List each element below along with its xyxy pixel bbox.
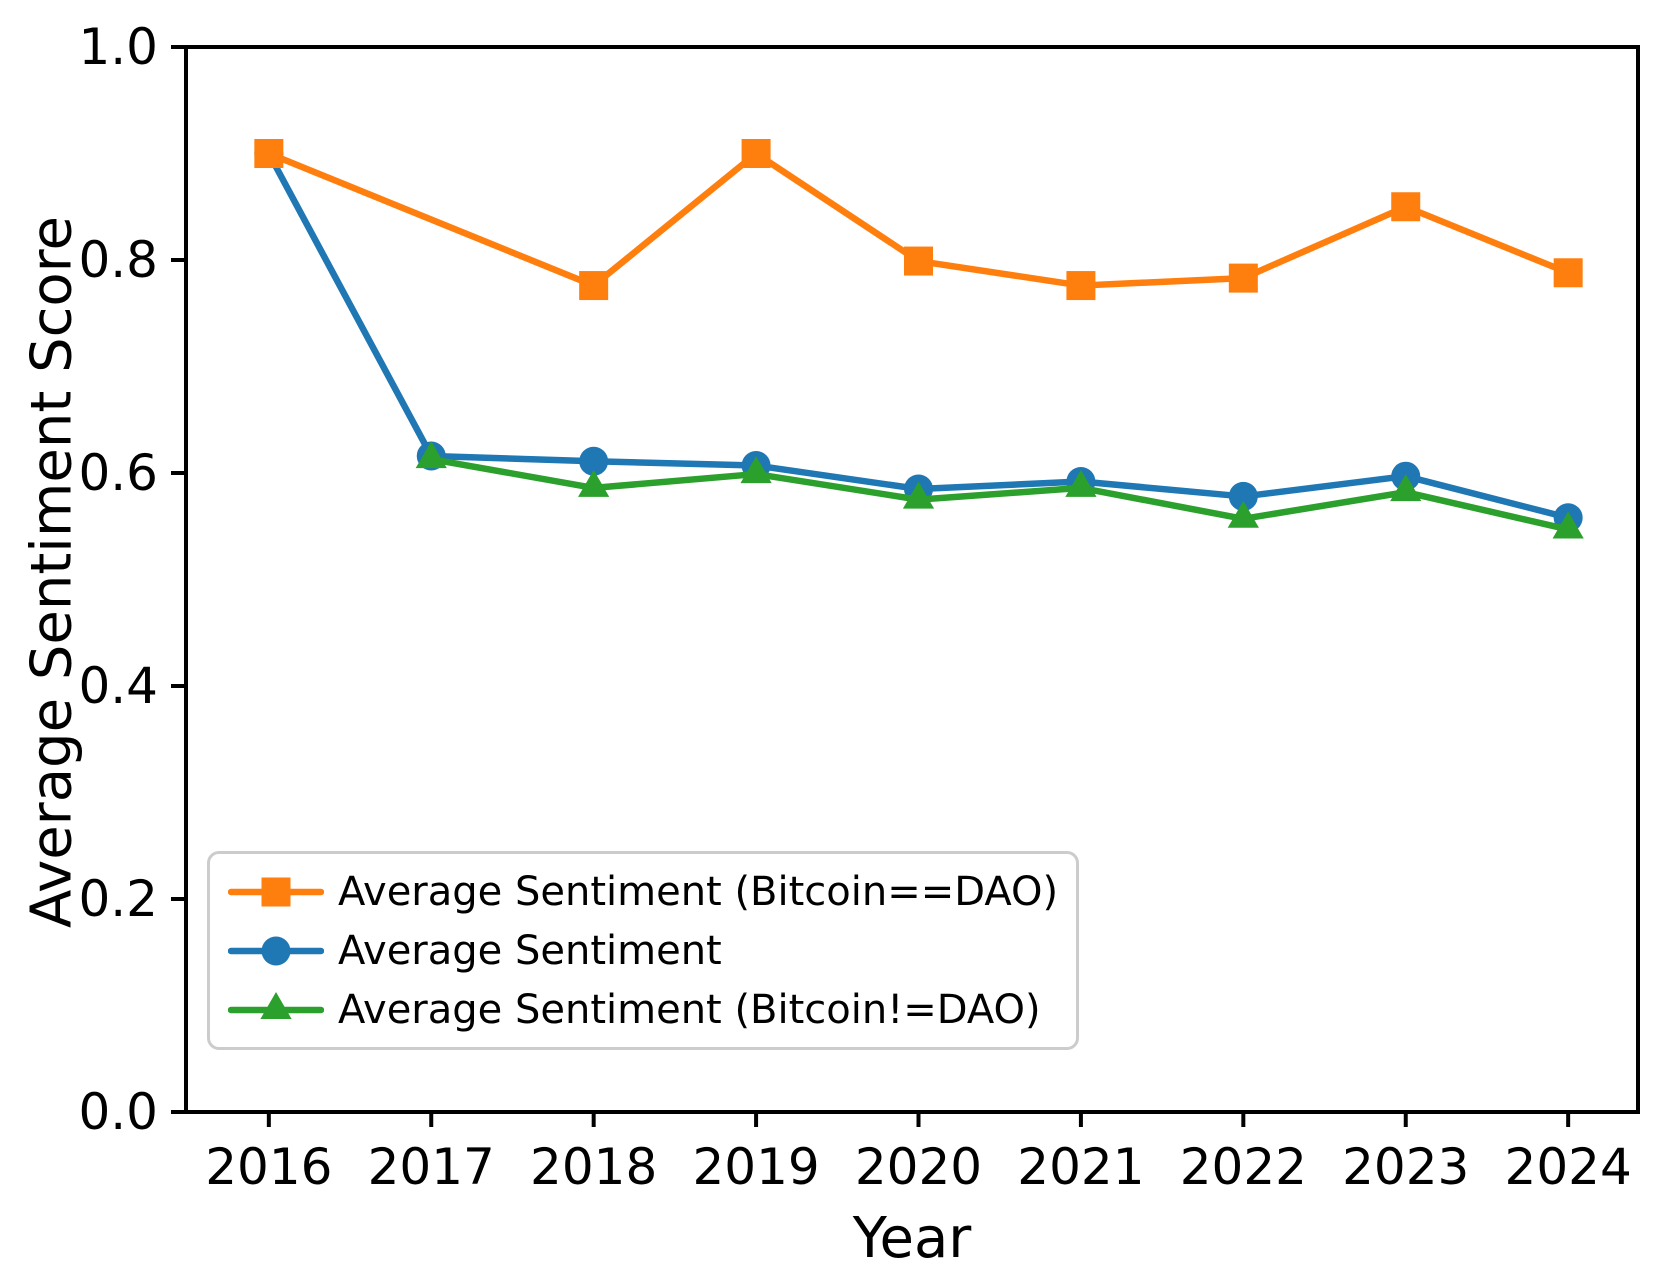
y-tick-label: 1.0 [78,18,158,76]
data-point-marker [254,139,284,168]
x-tick-label: 2019 [692,1138,819,1196]
series-circle [254,139,1583,533]
data-point-marker [1391,192,1421,222]
legend-label: Average Sentiment (Bitcoin==DAO) [338,868,1059,915]
data-point-marker [415,441,447,469]
x-tick-label: 2020 [855,1138,982,1196]
legend-triangle-marker-icon [228,991,324,1019]
data-point-marker [578,469,610,497]
y-tick-label: 0.6 [78,444,158,502]
data-point-marker [741,139,771,168]
x-axis-label: Year [852,1206,972,1271]
data-point-marker [902,481,935,509]
legend-item: Average Sentiment (Bitcoin!=DAO) [228,980,1058,1039]
data-point-marker [579,271,609,301]
x-tick-label: 2018 [530,1138,657,1196]
x-tick-label: 2023 [1342,1138,1469,1196]
legend-sample-marker [260,991,292,1019]
y-tick-label: 0.4 [78,657,158,715]
series-line [265,150,1572,289]
legend-square-marker-icon [228,877,324,906]
y-axis-label: Average Sentiment Score [19,216,85,928]
data-point-marker [579,446,609,476]
data-point-marker [1390,474,1422,502]
series-triangle-up [415,441,1584,539]
data-point-marker [903,246,933,276]
data-point-marker [1552,511,1584,539]
x-tick-label: 2022 [1180,1138,1307,1196]
legend-label: Average Sentiment [338,927,722,974]
x-tick-label: 2021 [1017,1138,1144,1196]
legend-sample-marker [261,877,291,906]
data-point-marker [1228,263,1258,293]
data-point-marker [1227,500,1259,528]
data-point-marker [740,456,772,484]
legend-label: Average Sentiment (Bitcoin!=DAO) [338,986,1041,1033]
y-tick-label: 0.0 [78,1083,158,1141]
legend-sample-marker [261,936,291,965]
series-square [254,139,1583,301]
y-tick-label: 0.8 [78,231,158,289]
data-point-marker [1553,258,1583,288]
plot-border [184,45,1640,1114]
legend: Average Sentiment (Bitcoin==DAO) Average… [207,851,1080,1050]
data-point-marker [1066,271,1096,301]
x-tick-label: 2016 [205,1138,332,1196]
series-line [427,455,1572,533]
legend-circle-marker-icon [228,936,324,965]
legend-item: Average Sentiment (Bitcoin==DAO) [228,862,1058,921]
data-point-marker [1065,469,1097,497]
x-tick-label: 2017 [368,1138,495,1196]
y-tick-label: 0.2 [78,870,158,928]
legend-item: Average Sentiment [228,921,1058,980]
data-point-marker [1228,481,1258,511]
x-tick-label: 2024 [1505,1138,1632,1196]
